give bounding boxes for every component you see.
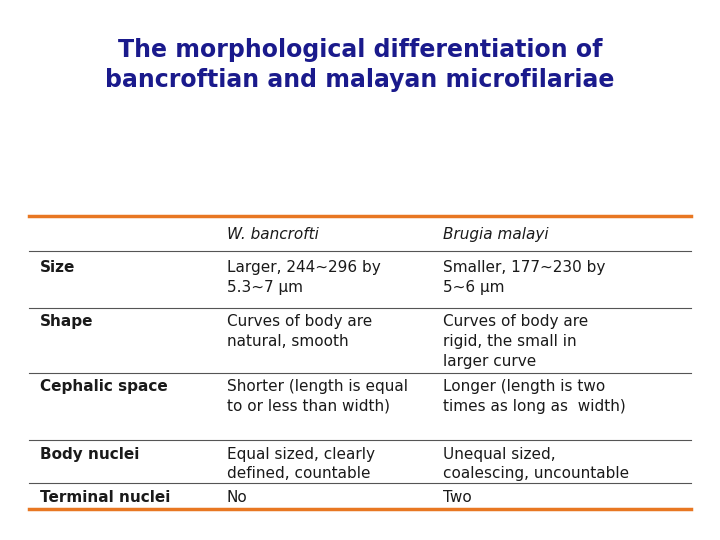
Text: Terminal nuclei: Terminal nuclei: [40, 490, 170, 505]
Text: Larger, 244~296 by
5.3~7 μm: Larger, 244~296 by 5.3~7 μm: [227, 260, 381, 295]
Text: Shape: Shape: [40, 314, 93, 329]
Text: The morphological differentiation of
bancroftian and malayan microfilariae: The morphological differentiation of ban…: [105, 38, 615, 92]
Text: No: No: [227, 490, 248, 505]
Text: Equal sized, clearly
defined, countable: Equal sized, clearly defined, countable: [227, 447, 375, 481]
Text: Curves of body are
rigid, the small in
larger curve: Curves of body are rigid, the small in l…: [443, 314, 588, 369]
Text: Body nuclei: Body nuclei: [40, 447, 139, 462]
Text: Two: Two: [443, 490, 472, 505]
Text: Unequal sized,
coalescing, uncountable: Unequal sized, coalescing, uncountable: [443, 447, 629, 481]
Text: Smaller, 177~230 by
5~6 μm: Smaller, 177~230 by 5~6 μm: [443, 260, 606, 295]
Text: W. bancrofti: W. bancrofti: [227, 227, 319, 242]
Text: Cephalic space: Cephalic space: [40, 379, 167, 394]
Text: Brugia malayi: Brugia malayi: [443, 227, 549, 242]
Text: Shorter (length is equal
to or less than width): Shorter (length is equal to or less than…: [227, 379, 408, 414]
Text: Size: Size: [40, 260, 75, 275]
Text: Longer (length is two
times as long as  width): Longer (length is two times as long as w…: [443, 379, 626, 414]
Text: Curves of body are
natural, smooth: Curves of body are natural, smooth: [227, 314, 372, 349]
